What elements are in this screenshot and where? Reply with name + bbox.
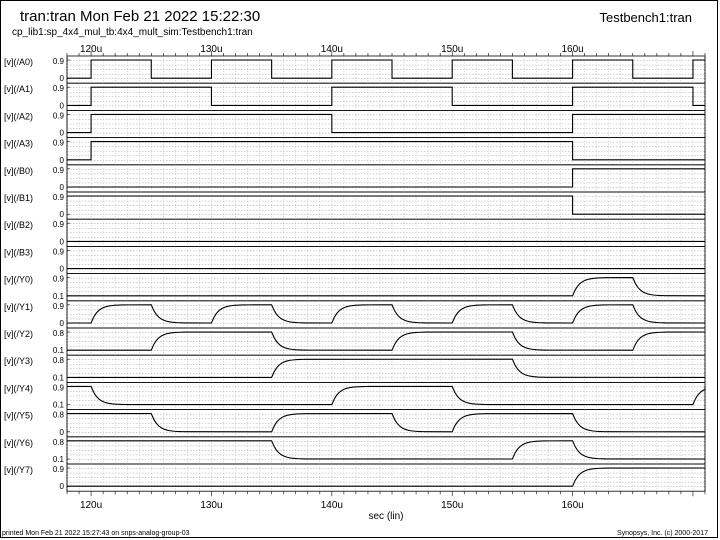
y-tick-label: 0.1: [53, 401, 65, 410]
y-tick-label: 0.9: [53, 247, 65, 256]
signal-name: [v](/Y2): [4, 329, 33, 339]
x-tick-label-top: 130u: [200, 44, 222, 55]
y-tick-label: 0.9: [53, 84, 65, 93]
x-tick-label: 140u: [321, 500, 343, 511]
y-tick-label: 0.9: [53, 166, 65, 175]
waveform-line: [67, 168, 705, 188]
signal-name: [v](/B3): [4, 247, 33, 257]
x-tick-label: 120u: [80, 500, 102, 511]
design-path: cp_lib1:sp_4x4_mul_tb:4x4_mult_sim:Testb…: [12, 27, 253, 38]
signal-name: [v](/B1): [4, 193, 33, 203]
x-tick-label: 150u: [441, 500, 463, 511]
waveform-line: [67, 141, 705, 161]
x-tick-label-top: 140u: [321, 44, 343, 55]
y-tick-label: 0.8: [53, 329, 65, 338]
y-tick-label: 0.9: [53, 57, 65, 66]
x-tick-label: 160u: [561, 500, 583, 511]
y-tick-label: 0.8: [53, 411, 65, 420]
signal-name: [v](/Y0): [4, 275, 33, 285]
signal-name: [v](/Y1): [4, 302, 33, 312]
x-tick-label: 130u: [200, 500, 222, 511]
y-tick-label: 0.9: [53, 383, 65, 392]
waveform-line: [67, 358, 706, 378]
testbench-label: Testbench1:tran: [599, 10, 692, 25]
signal-name: [v](/Y4): [4, 383, 33, 393]
y-tick-label: 0.9: [53, 111, 65, 120]
y-tick-label: 0: [60, 74, 65, 83]
waveform-line: [67, 467, 706, 487]
copyright-note: Synopsys, Inc. (c) 2000-2017: [616, 530, 708, 537]
y-tick-label: 0.1: [53, 455, 65, 464]
signal-name: [v](/A3): [4, 139, 33, 149]
y-tick-label: 0: [60, 129, 65, 138]
waveform-line: [67, 195, 705, 215]
waveform-line: [67, 413, 706, 433]
waveform-line: [67, 385, 706, 406]
y-tick-label: 0: [60, 183, 65, 192]
x-axis-label: sec (lin): [368, 511, 403, 522]
y-tick-label: 0.8: [53, 438, 65, 447]
signal-name: [v](/Y7): [4, 465, 33, 475]
y-tick-label: 0: [60, 265, 65, 274]
y-tick-label: 0.9: [53, 139, 65, 148]
signal-name: [v](/A1): [4, 84, 33, 94]
printed-note: printed Mon Feb 21 2022 15:27:43 on snps…: [2, 530, 190, 537]
signal-name: [v](/Y6): [4, 438, 33, 448]
signal-name: [v](/B0): [4, 166, 33, 176]
x-tick-label-top: 160u: [561, 44, 583, 55]
waveform-line: [67, 86, 705, 106]
y-tick-label: 0: [60, 101, 65, 110]
y-tick-label: 0.1: [53, 346, 65, 355]
signal-name: [v](/A2): [4, 111, 33, 121]
waveform-line: [67, 440, 706, 460]
y-tick-label: 0: [60, 319, 65, 328]
waveform-line: [67, 304, 706, 324]
signal-name: [v](/Y3): [4, 356, 33, 366]
y-tick-label: 0: [60, 156, 65, 165]
plot-title: tran:tran Mon Feb 21 2022 15:22:30: [20, 8, 261, 25]
x-tick-label-top: 120u: [80, 44, 102, 55]
y-tick-label: 0.1: [53, 373, 65, 382]
y-tick-label: 0.9: [53, 220, 65, 229]
waveform-line: [67, 59, 705, 79]
y-tick-label: 0.9: [53, 302, 65, 311]
waveform-line: [67, 113, 705, 134]
y-tick-label: 0.8: [53, 356, 65, 365]
signal-name: [v](/A0): [4, 57, 33, 67]
signal-name: [v](/Y5): [4, 411, 33, 421]
y-tick-label: 0: [60, 428, 65, 437]
y-tick-label: 0.9: [53, 465, 65, 474]
waveform-line: [67, 331, 706, 351]
y-tick-label: 0.1: [53, 292, 65, 301]
x-tick-label-top: 150u: [441, 44, 463, 55]
signal-name: [v](/B2): [4, 220, 33, 230]
waveform-line: [67, 277, 706, 297]
y-tick-label: 0: [60, 237, 65, 246]
y-tick-label: 0: [60, 210, 65, 219]
y-tick-label: 0.9: [53, 275, 65, 284]
y-tick-label: 0: [60, 482, 65, 491]
y-tick-label: 0.9: [53, 193, 65, 202]
